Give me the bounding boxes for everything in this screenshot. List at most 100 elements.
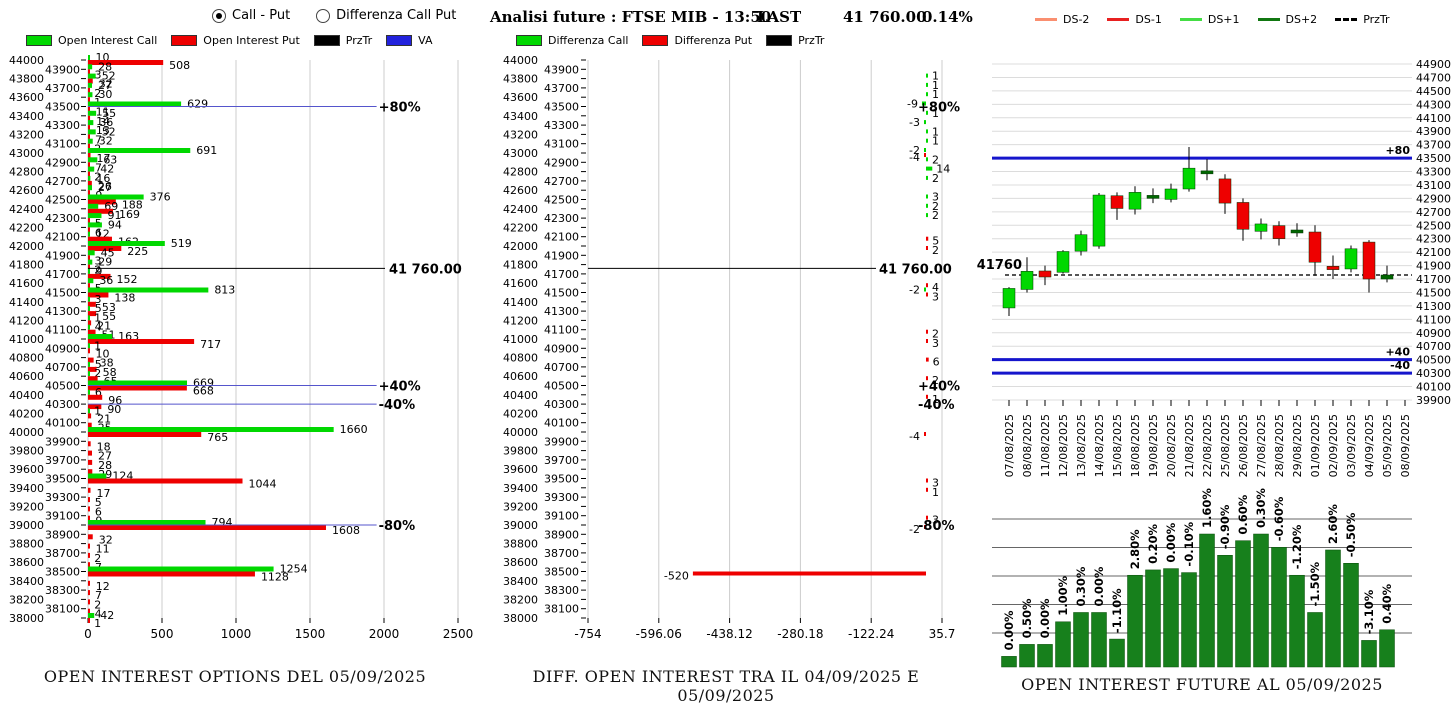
y-axis-label: 42800	[9, 166, 44, 179]
call-value-label: 1254	[280, 563, 308, 576]
legend-swatch-icon	[26, 35, 52, 46]
y-axis-label: 38600	[503, 556, 538, 569]
last-change: 0.14%	[922, 8, 973, 26]
put-value-label: 38	[100, 357, 114, 370]
y-axis-label: 42100	[544, 231, 579, 244]
date-label: 02/09/2025	[1327, 414, 1340, 477]
put-bar	[88, 404, 102, 410]
call-value-label: 29	[98, 256, 112, 269]
legend-item: PrzTr	[766, 34, 824, 47]
call-bar	[88, 213, 102, 219]
diff-value-label: -2	[909, 144, 920, 157]
radio-call-put[interactable]: Call - Put	[212, 8, 290, 23]
put-value-label: 13	[96, 124, 110, 137]
y-axis-label: 44100	[1416, 112, 1451, 125]
y-axis-label: 39200	[9, 500, 44, 513]
date-label: 01/09/2025	[1309, 414, 1322, 477]
put-bar	[88, 292, 109, 298]
y-axis-label: 43300	[1416, 166, 1451, 179]
call-value-label: 2	[94, 367, 101, 380]
y-axis-label: 42500	[544, 194, 579, 207]
y-axis-label: 38500	[544, 566, 579, 579]
y-axis-label: 38500	[45, 566, 80, 579]
y-axis-label: 43900	[1416, 125, 1451, 138]
diff-put-bar	[923, 153, 926, 157]
future-oi-bar	[1145, 569, 1161, 668]
future-oi-bar-label: 0.30%	[1074, 566, 1088, 606]
put-bar	[88, 264, 90, 270]
legend-swatch-icon	[516, 35, 542, 46]
put-bar	[88, 255, 90, 261]
y-axis-label: 43000	[9, 147, 44, 160]
diff-value-label: 3	[932, 337, 939, 350]
radio-differenza-label: Differenza Call Put	[336, 8, 457, 23]
diff-value-label: -2	[909, 284, 920, 297]
legend-item: DS+2	[1257, 13, 1317, 26]
va-label: +80%	[918, 101, 960, 116]
diff-value-label: 2	[932, 374, 939, 387]
y-axis-label: 39900	[544, 435, 579, 448]
y-axis-label: 38800	[503, 538, 538, 551]
date-label: 14/08/2025	[1093, 414, 1106, 477]
put-bar	[88, 469, 93, 475]
future-oi-bar	[1379, 629, 1395, 668]
y-axis-label: 44500	[1416, 85, 1451, 98]
legend-item: Differenza Call	[516, 34, 628, 47]
y-axis-label: 40600	[9, 370, 44, 383]
legend-label: VA	[418, 34, 433, 47]
put-bar	[88, 208, 114, 214]
put-value-label: 32	[99, 533, 113, 546]
call-value-label: 32	[99, 135, 113, 148]
y-axis-label: 38300	[45, 584, 80, 597]
call-value-label: 1660	[340, 423, 368, 436]
put-value-label: 2	[94, 598, 101, 611]
put-bar	[88, 78, 93, 84]
va-label: -80%	[918, 519, 955, 534]
future-oi-bar	[1019, 644, 1035, 668]
put-bar	[88, 478, 243, 484]
y-axis-label: 38200	[503, 593, 538, 606]
future-oi-bar-label: 0.20%	[1146, 524, 1160, 564]
future-oi-bar-label: 1.60%	[1200, 488, 1214, 528]
put-bar	[88, 180, 92, 186]
candle-body	[1146, 195, 1160, 199]
y-axis-label: 43700	[544, 82, 579, 95]
y-axis-label: 38700	[45, 547, 80, 560]
y-axis-label: 42900	[544, 156, 579, 169]
va-label: +80%	[379, 101, 421, 116]
future-oi-bar	[1199, 533, 1215, 668]
y-axis-label: 41900	[1416, 260, 1451, 273]
put-value-label: 1044	[249, 478, 277, 491]
put-bar	[88, 562, 90, 568]
call-bar	[88, 185, 92, 191]
legend-dash-icon	[1335, 18, 1358, 21]
y-axis-label: 38900	[45, 528, 80, 541]
future-oi-bar	[1271, 547, 1287, 668]
future-oi-bar-label: 1.00%	[1056, 575, 1070, 615]
put-value-label: 7	[95, 161, 102, 174]
call-bar	[88, 222, 102, 228]
legend-item: DS+1	[1179, 13, 1240, 26]
y-axis-label: 38200	[9, 593, 44, 606]
y-axis-label: 38400	[9, 575, 44, 588]
radio-differenza-call-put[interactable]: Differenza Call Put	[316, 8, 456, 23]
call-value-label: 27	[98, 181, 112, 194]
diff-put-bar	[925, 478, 928, 483]
y-axis-label: 42500	[45, 194, 80, 207]
put-bar	[88, 450, 92, 456]
diff-call-bar	[921, 101, 926, 106]
y-axis-label: 40900	[544, 342, 579, 355]
y-axis-label: 41700	[544, 268, 579, 281]
call-value-label: 42	[100, 609, 114, 622]
value-area-label: +80	[1385, 144, 1410, 157]
put-bar	[88, 580, 90, 586]
radio-dot-icon	[316, 8, 331, 23]
x-axis-label: 1500	[295, 627, 326, 641]
value-area-label: +40	[1385, 346, 1410, 359]
y-axis-label: 41000	[9, 333, 44, 346]
legend-label: PrzTr	[1363, 13, 1390, 26]
call-bar	[88, 110, 97, 116]
put-value-label: 10	[95, 347, 109, 360]
y-axis-label: 41700	[45, 268, 80, 281]
candle-body	[1272, 225, 1286, 239]
